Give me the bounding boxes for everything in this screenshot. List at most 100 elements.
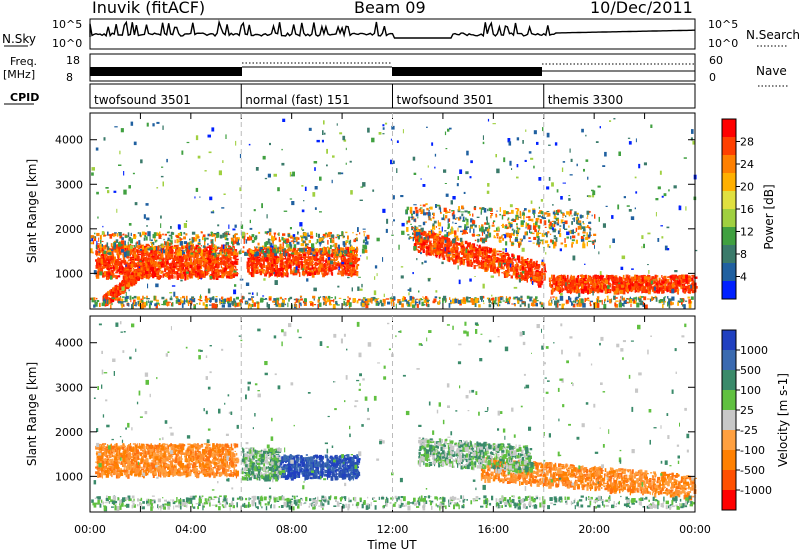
echo-cell (279, 250, 282, 254)
echo-cell (349, 239, 352, 244)
echo-cell (431, 244, 433, 247)
echo-cell (200, 264, 204, 267)
echo-cell (164, 274, 168, 277)
echo-cell (680, 287, 683, 290)
echo-cell (176, 275, 179, 280)
echo-cell (615, 288, 619, 293)
echo-cell (310, 260, 312, 264)
echo-cell (189, 260, 192, 265)
echo-cell (116, 269, 118, 273)
echo-cell (311, 261, 314, 263)
echo-cell (169, 266, 171, 269)
echo-cell (477, 262, 479, 266)
echo-cell (233, 246, 235, 251)
echo-cell (253, 264, 255, 267)
echo-cell (300, 258, 304, 261)
echo-cell (247, 259, 251, 264)
echo-cell (214, 269, 218, 272)
echo-cell (151, 248, 154, 253)
echo-cell (112, 260, 115, 263)
echo-cell (282, 233, 286, 236)
echo-cell (229, 245, 232, 247)
echo-cell (340, 247, 345, 251)
echo-cell (265, 270, 269, 272)
echo-cell (661, 275, 663, 278)
echo-cell (343, 265, 346, 268)
echo-cell (220, 261, 224, 265)
echo-cell (118, 289, 121, 293)
echo-cell (334, 263, 337, 268)
echo-cell (194, 254, 197, 258)
echo-cell (475, 258, 477, 263)
echo-cell (126, 277, 130, 282)
echo-cell (306, 249, 311, 255)
echo-cell (581, 283, 584, 288)
echo-cell (115, 261, 118, 263)
echo-cell (281, 273, 284, 275)
echo-cell (106, 262, 108, 265)
echo-cell (204, 264, 208, 267)
echo-cell (222, 254, 226, 259)
echo-cell (230, 261, 234, 263)
echo-cell (573, 279, 576, 283)
echo-cell (125, 270, 127, 273)
echo-cell (541, 261, 545, 266)
echo-cell (574, 289, 578, 293)
echo-cell (145, 263, 148, 268)
echo-cell (156, 275, 160, 280)
echo-cell (139, 272, 142, 275)
echo-cell (647, 275, 650, 277)
echo-cell (225, 270, 227, 273)
echo-cell (253, 263, 257, 269)
echo-cell (215, 256, 220, 261)
echo-cell (128, 238, 130, 242)
echo-cell (185, 245, 189, 250)
echo-cell (259, 271, 263, 276)
echo-cell (175, 263, 177, 267)
echo-cell (178, 258, 181, 262)
echo-cell (306, 256, 310, 258)
echo-cell (190, 250, 192, 252)
freq-label-2: [MHz] (3, 68, 35, 81)
echo-cell (131, 263, 134, 265)
echo-cell (300, 256, 304, 258)
echo-cell (129, 250, 133, 255)
echo-cell (123, 268, 126, 272)
echo-cell (136, 245, 140, 249)
echo-cell (166, 261, 169, 265)
echo-cell (265, 265, 270, 268)
echo-cell (685, 279, 688, 284)
echo-cell (162, 270, 164, 273)
echo-cell (337, 260, 339, 265)
echo-cell (643, 286, 646, 289)
echo-cell (271, 264, 274, 267)
echo-cell (152, 251, 155, 254)
echo-cell (161, 257, 165, 262)
echo-cell (429, 241, 432, 245)
freq-label-1: Freq. (10, 55, 37, 68)
echo-cell (147, 260, 149, 262)
echo-cell (292, 259, 294, 262)
echo-cell (112, 256, 114, 261)
echo-cell (184, 275, 187, 281)
echo-cell (163, 273, 165, 278)
echo-cell (340, 270, 343, 275)
echo-cell (433, 242, 437, 248)
echo-cell (264, 273, 267, 277)
echo-cell (494, 268, 496, 273)
echo-cell (659, 285, 663, 287)
echo-cell (217, 252, 220, 255)
echo-cell (345, 253, 349, 257)
echo-cell (177, 268, 180, 271)
echo-cell (200, 249, 204, 253)
echo-cell (265, 257, 269, 262)
echo-cell (101, 244, 103, 247)
echo-cell (214, 270, 217, 275)
echo-cell (680, 279, 683, 284)
echo-cell (470, 260, 472, 262)
echo-cell (453, 246, 456, 251)
echo-cell (136, 264, 138, 268)
echo-cell (349, 250, 353, 253)
echo-cell (250, 263, 254, 266)
echo-cell (352, 268, 354, 271)
